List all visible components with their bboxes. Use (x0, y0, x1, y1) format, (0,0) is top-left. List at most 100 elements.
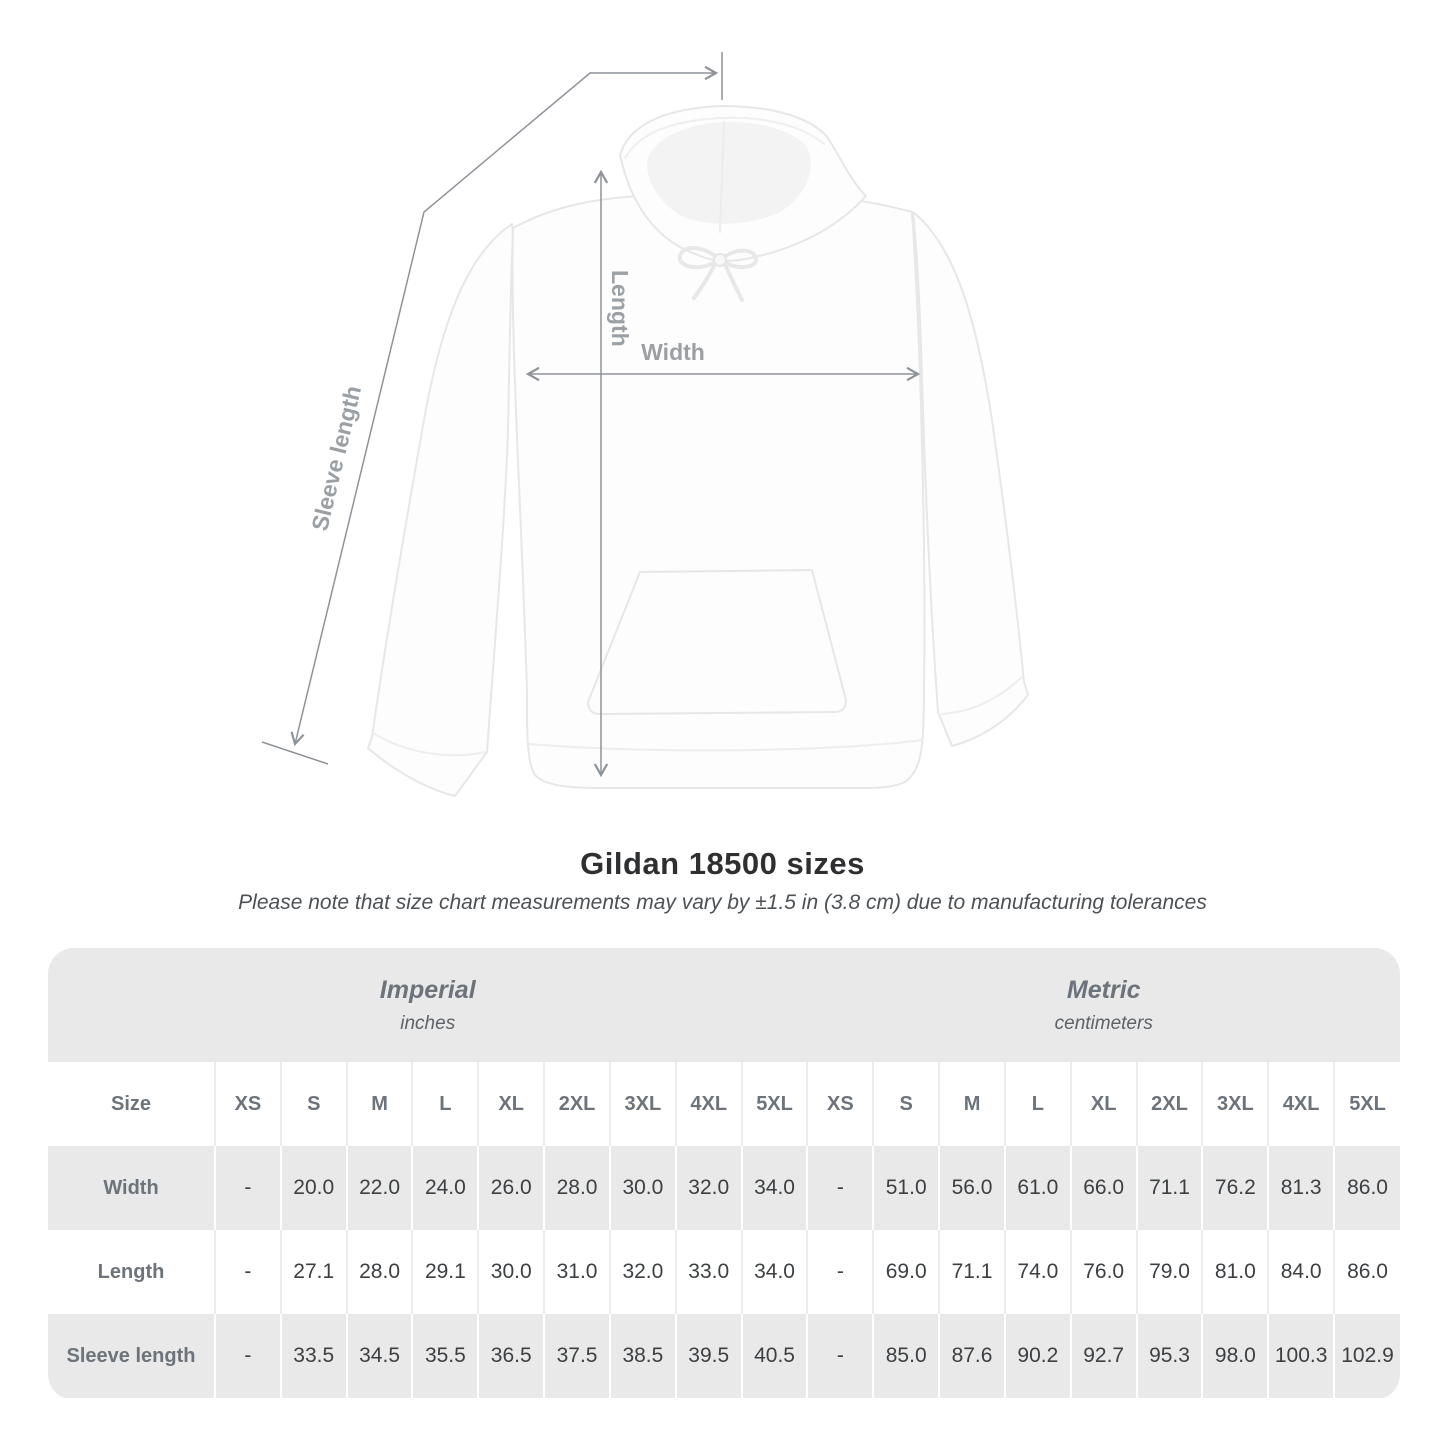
size-header-metric-5xl: 5XL (1333, 1062, 1400, 1146)
measurement-value: 34.0 (740, 1230, 808, 1314)
page-title: Gildan 18500 sizes (580, 846, 865, 881)
size-header-imperial-4xl: 4XL (674, 1062, 742, 1146)
size-table-grid: Imperial inches Metric centimeters Size … (48, 948, 1400, 1398)
length-label: Length (607, 270, 633, 347)
imperial-sublabel: inches (400, 1012, 456, 1034)
measurement-value: 40.5 (740, 1314, 808, 1398)
row-label: Length (48, 1230, 215, 1314)
hoodie-photo (367, 105, 1029, 797)
hoodie-left-sleeve (367, 223, 514, 797)
width-label: Width (641, 339, 705, 365)
measurement-value: 33.5 (279, 1314, 347, 1398)
metric-band: Metric centimeters (807, 948, 1400, 1062)
hoodie-hem-ribbing (528, 739, 924, 752)
measurement-value: 66.0 (1069, 1146, 1137, 1230)
measurement-value: 35.5 (411, 1314, 479, 1398)
measurement-value: 34.0 (740, 1146, 808, 1230)
size-header-metric-xs: XS (806, 1062, 874, 1146)
metric-label: Metric (1066, 976, 1141, 1005)
measurement-value: 20.0 (279, 1146, 347, 1230)
tolerance-note: Please note that size chart measurements… (238, 891, 1207, 914)
hoodie-right-cuff (941, 675, 1024, 715)
measurement-value: - (214, 1146, 281, 1230)
measurement-value: 74.0 (1003, 1230, 1071, 1314)
measurement-value: 38.5 (608, 1314, 676, 1398)
measurement-value: 32.0 (674, 1146, 742, 1230)
imperial-band: Imperial inches (48, 948, 808, 1062)
measurement-value: 102.9 (1333, 1314, 1400, 1398)
measurement-value: 37.5 (543, 1314, 610, 1398)
size-header-metric-xl: XL (1069, 1062, 1137, 1146)
unit-band-row: Imperial inches Metric centimeters (48, 948, 1400, 1062)
metric-sublabel: centimeters (1054, 1012, 1153, 1034)
measurement-value: 100.3 (1267, 1314, 1335, 1398)
size-table: Imperial inches Metric centimeters Size … (48, 948, 1400, 1400)
size-header-imperial-xl: XL (477, 1062, 545, 1146)
measurement-value: 30.0 (477, 1230, 545, 1314)
size-header-metric-s: S (872, 1062, 940, 1146)
measurement-value: 86.0 (1333, 1146, 1400, 1230)
measurement-row-sleeve-length: Sleeve length -33.5 34.5 35.5 36.5 37.5 38.5 39… (48, 1314, 1400, 1398)
size-header-metric-2xl: 2XL (1135, 1062, 1203, 1146)
measurement-value: 51.0 (872, 1146, 940, 1230)
measurement-value: 27.1 (279, 1230, 347, 1314)
measurement-value: 71.1 (938, 1230, 1005, 1314)
size-header-row: Size XS S M L XL 2XL 3XL 4XL 5XL XS S M L XL 2XL 3XL 4XL… (48, 1062, 1400, 1146)
measurement-value: 28.0 (543, 1146, 610, 1230)
size-header-imperial-3xl: 3XL (608, 1062, 676, 1146)
measurement-value: - (806, 1230, 874, 1314)
size-header-metric-l: L (1003, 1062, 1071, 1146)
measurement-value: 90.2 (1003, 1314, 1071, 1398)
row-label: Width (48, 1146, 215, 1230)
size-header-metric-4xl: 4XL (1267, 1062, 1335, 1146)
measurement-value: 29.1 (411, 1230, 479, 1314)
measurement-value: 69.0 (872, 1230, 940, 1314)
size-header-metric-3xl: 3XL (1201, 1062, 1269, 1146)
measurement-value: 39.5 (674, 1314, 742, 1398)
measurement-value: 76.0 (1069, 1230, 1137, 1314)
measurement-value: 31.0 (543, 1230, 610, 1314)
measurement-value: 95.3 (1135, 1314, 1203, 1398)
size-header-imperial-s: S (279, 1062, 347, 1146)
measurement-value: 36.5 (477, 1314, 545, 1398)
measurement-value: 24.0 (411, 1146, 479, 1230)
measurement-value: - (806, 1146, 874, 1230)
measurement-value: - (214, 1314, 281, 1398)
measurement-value: 33.0 (674, 1230, 742, 1314)
measurement-value: 87.6 (938, 1314, 1005, 1398)
sleeve-length-bottom-tick (261, 741, 329, 765)
measurement-rows: Width -20.0 22.0 24.0 26.0 28.0 30.0 32.0 34.0-5… (48, 1146, 1400, 1398)
size-header-imperial-5xl: 5XL (740, 1062, 808, 1146)
hoodie-right-sleeve (912, 211, 1029, 747)
measurement-value: 92.7 (1069, 1314, 1137, 1398)
size-header-metric-m: M (938, 1062, 1005, 1146)
measurement-annotations (261, 52, 921, 778)
measurement-value: 28.0 (345, 1230, 413, 1314)
sleeve-length-arrow (290, 65, 719, 747)
sleeve-length-label: Sleeve length (306, 383, 366, 533)
measurement-value: 32.0 (608, 1230, 676, 1314)
imperial-label: Imperial (379, 976, 476, 1005)
measurement-value: 85.0 (872, 1314, 940, 1398)
measurement-value: 61.0 (1003, 1146, 1071, 1230)
measurement-value: 34.5 (345, 1314, 413, 1398)
measurement-value: 86.0 (1333, 1230, 1400, 1314)
size-header-imperial-2xl: 2XL (543, 1062, 610, 1146)
row-label: Sleeve length (48, 1314, 215, 1398)
measurement-value: 56.0 (938, 1146, 1005, 1230)
measurement-value: 81.3 (1267, 1146, 1335, 1230)
measurement-value: 79.0 (1135, 1230, 1203, 1314)
measurement-value: 71.1 (1135, 1146, 1203, 1230)
measurement-value: 30.0 (608, 1146, 676, 1230)
measurement-value: 76.2 (1201, 1146, 1269, 1230)
hoodie-measurement-diagram: Width Length Sleeve length (261, 52, 1029, 797)
measurement-value: - (806, 1314, 874, 1398)
hoodie-hood-seam (719, 121, 725, 233)
measurement-value: - (214, 1230, 281, 1314)
measurement-value: 98.0 (1201, 1314, 1269, 1398)
measurement-value: 26.0 (477, 1146, 545, 1230)
measurement-row-width: Width -20.0 22.0 24.0 26.0 28.0 30.0 32.0 34.0-5… (48, 1146, 1400, 1230)
size-header-imperial-m: M (345, 1062, 413, 1146)
size-header-imperial-xs: XS (214, 1062, 281, 1146)
